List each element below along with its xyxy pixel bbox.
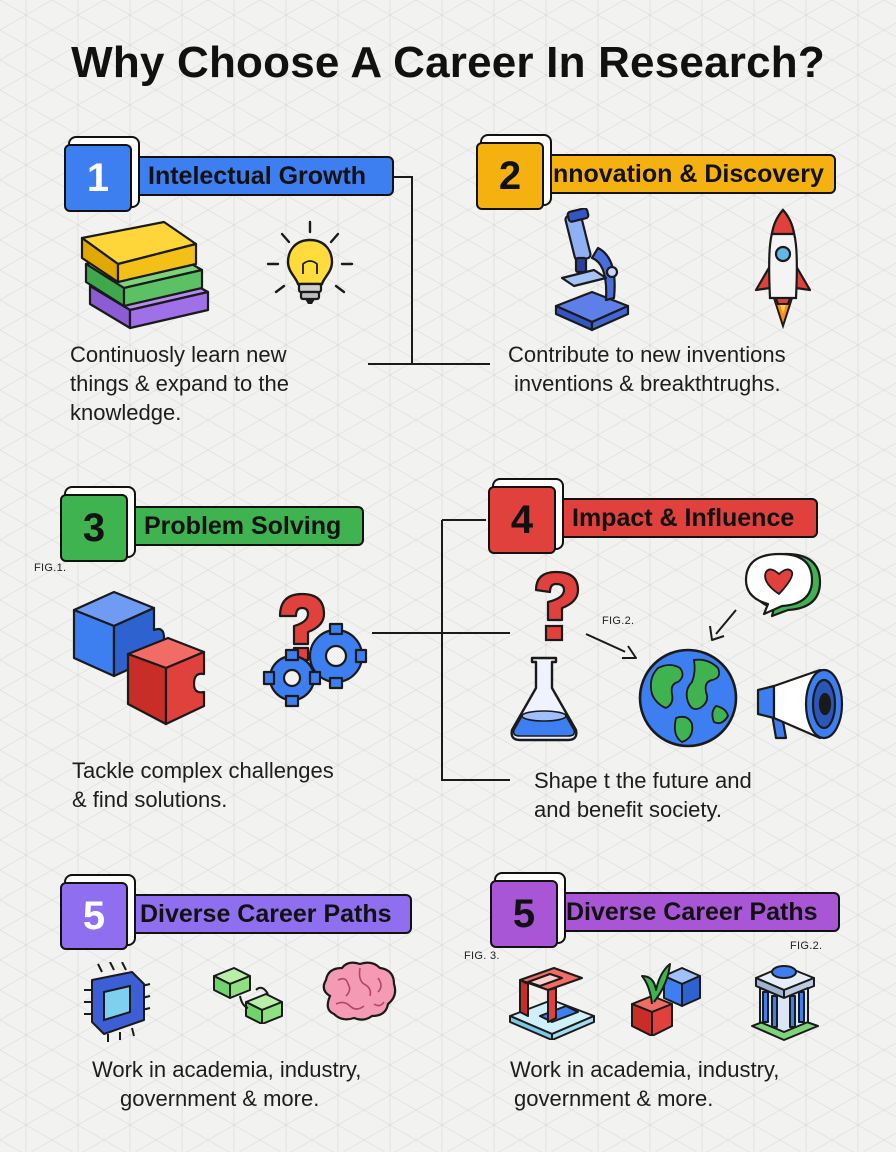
section-1-number: 1 [64, 144, 132, 212]
puzzle-icon [72, 590, 206, 726]
heart-bubble-icon [744, 552, 822, 618]
section-4-number: 4 [488, 486, 556, 554]
section-2-description: Contribute to new inventions inventions … [508, 342, 786, 396]
section-4-description: Shape t the future and and benefit socie… [534, 768, 752, 822]
section-5b-header: 5 Diverse Career Paths [490, 880, 840, 952]
section-4-header: 4 Impact & Influence [488, 486, 818, 558]
section-3-label: Problem Solving [116, 506, 364, 546]
section-2-number: 2 [476, 142, 544, 210]
question-icon [534, 570, 580, 642]
plant-cube-icon [631, 963, 701, 1036]
chip-icon [84, 962, 151, 1042]
arrow-to-globe-icon [585, 633, 637, 659]
section-1-header: 1 Intelectual Growth [64, 144, 394, 216]
microscope-icon [554, 208, 630, 332]
network-icon [213, 967, 283, 1024]
section-3-header: 3 Problem Solving [60, 494, 364, 566]
page-title: Why Choose A Career In Research? [71, 38, 825, 87]
arrow-down-left-icon [709, 609, 737, 641]
section-3-description: Tackle complex challenges & find solutio… [72, 758, 334, 812]
figure-label-fig2-bottom: FIG.2. [790, 940, 823, 952]
section-2-header: 2 Innovation & Discovery [476, 142, 836, 214]
section-1-label: Intelectual Growth [120, 156, 394, 196]
flask-icon [510, 656, 578, 742]
megaphone-icon [756, 668, 844, 740]
figure-label-fig2: FIG.2. [602, 615, 635, 627]
brain-icon [322, 961, 397, 1021]
gears-question-icon [262, 592, 368, 708]
lightbulb-icon [266, 220, 354, 304]
section-3-number: 3 [60, 494, 128, 562]
section-1-description: Continuosly learn new things & expand to… [70, 342, 289, 425]
rocket-icon [754, 208, 812, 330]
section-5b-label: Diverse Career Paths [546, 892, 840, 932]
lab-station-icon [509, 967, 595, 1040]
section-5a-label: Diverse Career Paths [116, 894, 412, 934]
section-5a-description: Work in academia, industry, government &… [92, 1057, 362, 1111]
section-5b-description: Work in academia, industry, government &… [510, 1057, 780, 1111]
globe-icon [638, 648, 738, 748]
section-5b-number: 5 [490, 880, 558, 948]
figure-label-fig1: FIG.1. [34, 562, 67, 574]
section-2-label: Innovation & Discovery [532, 154, 836, 194]
section-4-label: Impact & Influence [544, 498, 818, 538]
section-5a-header: 5 Diverse Career Paths [60, 882, 412, 954]
section-5a-number: 5 [60, 882, 128, 950]
books-icon [80, 220, 210, 330]
government-building-icon [751, 965, 819, 1041]
figure-label-fig3: FIG. 3. [464, 950, 500, 962]
